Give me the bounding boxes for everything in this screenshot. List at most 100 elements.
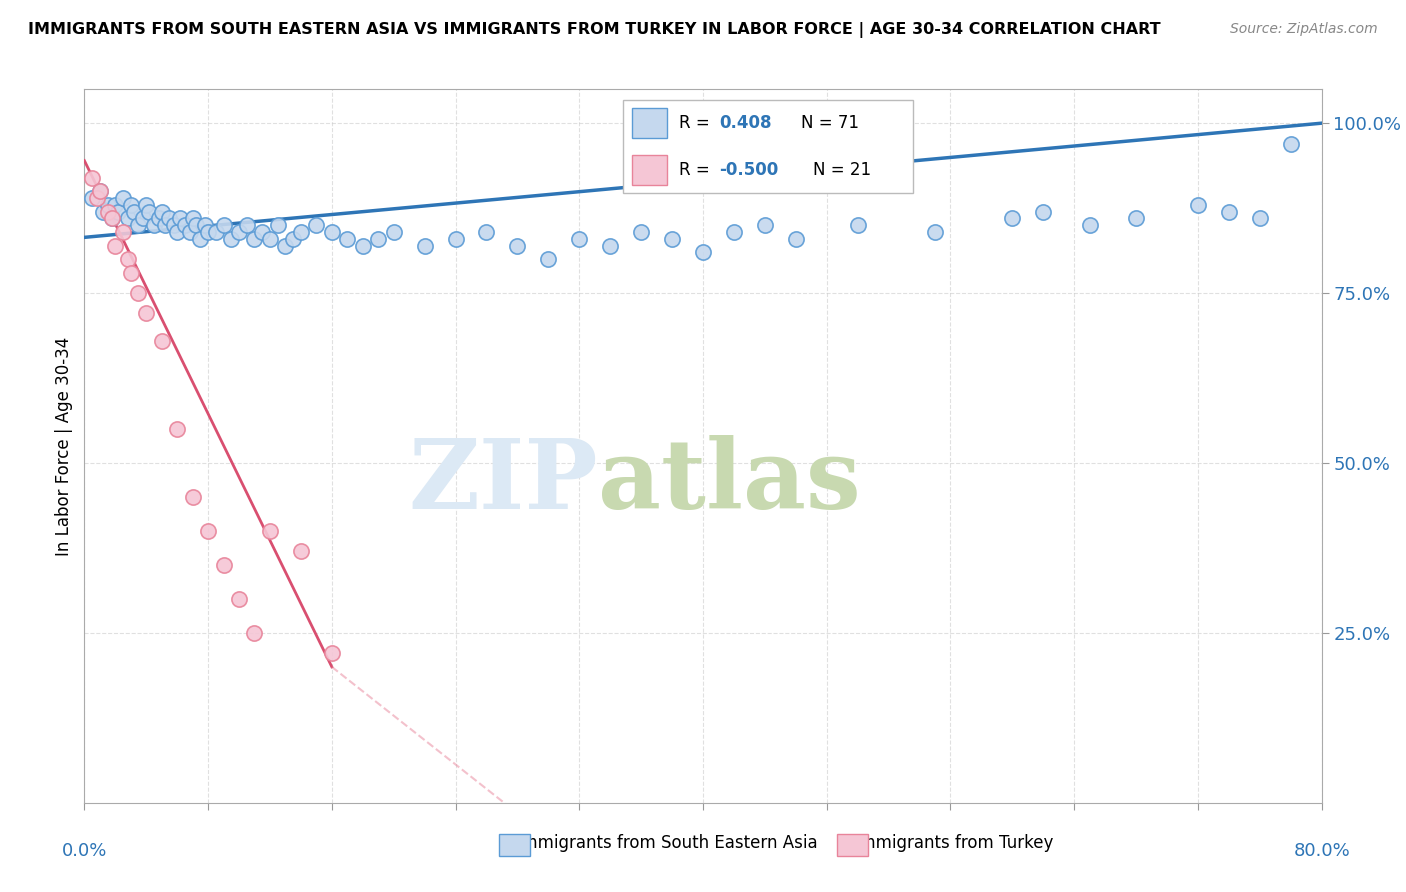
Point [197, 225, 219, 239]
Point [1032, 204, 1054, 219]
Point [228, 225, 250, 239]
Point [321, 225, 343, 239]
Point [101, 211, 124, 226]
Point [127, 218, 149, 232]
Point [274, 238, 297, 252]
Point [630, 225, 652, 239]
Point [259, 524, 281, 538]
Y-axis label: In Labor Force | Age 30-34: In Labor Force | Age 30-34 [55, 336, 73, 556]
Text: atlas: atlas [598, 434, 860, 529]
Point [281, 232, 305, 246]
Point [305, 218, 328, 232]
Point [243, 626, 266, 640]
Point [537, 252, 560, 266]
Point [1187, 198, 1209, 212]
Text: N = 21: N = 21 [813, 161, 872, 178]
Point [120, 198, 142, 212]
Point [117, 211, 139, 226]
Point [1279, 136, 1302, 151]
Point [290, 225, 312, 239]
Point [112, 191, 135, 205]
Point [101, 211, 124, 226]
Point [267, 218, 290, 232]
Point [104, 198, 127, 212]
Point [96, 198, 118, 212]
Point [212, 218, 235, 232]
Point [197, 524, 219, 538]
Point [135, 198, 157, 212]
Point [846, 218, 869, 232]
Point [159, 211, 180, 226]
Point [259, 232, 281, 246]
Point [444, 232, 467, 246]
Text: 80.0%: 80.0% [1294, 842, 1350, 860]
Point [82, 170, 104, 185]
Point [138, 204, 160, 219]
Text: IMMIGRANTS FROM SOUTH EASTERN ASIA VS IMMIGRANTS FROM TURKEY IN LABOR FORCE | AG: IMMIGRANTS FROM SOUTH EASTERN ASIA VS IM… [28, 22, 1161, 38]
Point [169, 211, 191, 226]
Point [205, 225, 228, 239]
Point [228, 591, 250, 606]
Point [413, 238, 436, 252]
Point [692, 245, 714, 260]
Point [290, 544, 312, 558]
Point [120, 266, 142, 280]
Point [475, 225, 498, 239]
Point [212, 558, 235, 572]
Text: 0.0%: 0.0% [62, 842, 107, 860]
FancyBboxPatch shape [633, 155, 666, 185]
Text: Source: ZipAtlas.com: Source: ZipAtlas.com [1230, 22, 1378, 37]
Point [179, 225, 201, 239]
Point [568, 232, 591, 246]
Point [924, 225, 946, 239]
Point [166, 225, 188, 239]
Point [143, 218, 166, 232]
Point [184, 218, 207, 232]
Point [148, 211, 170, 226]
Point [122, 204, 145, 219]
Point [181, 490, 204, 504]
Point [367, 232, 389, 246]
Point [150, 334, 173, 348]
Point [104, 238, 127, 252]
Point [181, 211, 204, 226]
Point [352, 238, 374, 252]
Point [82, 191, 104, 205]
Point [1249, 211, 1271, 226]
Point [321, 646, 343, 660]
Point [599, 238, 621, 252]
Point [243, 232, 266, 246]
Point [785, 232, 807, 246]
Point [153, 218, 176, 232]
Text: 0.408: 0.408 [718, 114, 772, 132]
Point [166, 422, 188, 436]
Point [1078, 218, 1101, 232]
Point [117, 252, 139, 266]
Point [135, 306, 157, 320]
Point [235, 218, 259, 232]
FancyBboxPatch shape [623, 100, 914, 193]
Text: R =: R = [679, 114, 716, 132]
Point [506, 238, 529, 252]
Point [382, 225, 405, 239]
Point [150, 204, 173, 219]
Point [1125, 211, 1147, 226]
Point [219, 232, 242, 246]
Text: Immigrants from Turkey: Immigrants from Turkey [844, 834, 1053, 852]
Point [96, 204, 118, 219]
Point [723, 225, 745, 239]
Point [194, 218, 217, 232]
Point [754, 218, 776, 232]
Point [132, 211, 155, 226]
Point [163, 218, 186, 232]
Text: Immigrants from South Eastern Asia: Immigrants from South Eastern Asia [506, 834, 818, 852]
Point [107, 204, 129, 219]
Point [112, 225, 135, 239]
Point [89, 184, 111, 198]
Point [86, 191, 108, 205]
Point [89, 184, 111, 198]
Point [1001, 211, 1024, 226]
Point [91, 204, 114, 219]
Point [1218, 204, 1240, 219]
Text: R =: R = [679, 161, 716, 178]
